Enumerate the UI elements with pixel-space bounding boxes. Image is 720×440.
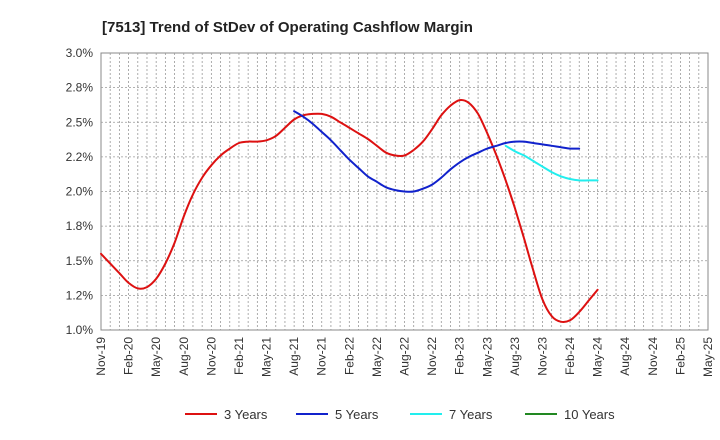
x-tick-label: Feb-23 [453,337,467,375]
chart-title: [7513] Trend of StDev of Operating Cashf… [102,19,473,36]
x-tick-label: May-20 [149,337,163,377]
x-tick-label: Nov-21 [315,337,329,376]
y-tick-label: 1.0% [66,323,94,337]
x-tick-label: Nov-19 [94,337,108,376]
x-tick-label: Nov-22 [425,337,439,376]
series-line-7-years [504,144,599,182]
x-tick-label: Aug-20 [177,337,191,376]
legend-label-7-years: 7 Years [449,407,493,422]
y-tick-label: 1.5% [66,254,94,268]
x-tick-label: Nov-24 [646,337,660,376]
x-tick-label: May-21 [260,337,274,377]
y-tick-label: 2.5% [66,115,94,129]
legend: 3 Years 5 Years 7 Years 10 Years [185,407,615,422]
x-tick-label: May-23 [480,337,494,377]
x-tick-label: Nov-23 [535,337,549,376]
x-tick-label: Aug-22 [398,337,412,376]
x-tick-label: Aug-24 [618,337,632,376]
x-tick-label: Aug-23 [508,337,522,376]
series-line-3-years [100,98,599,324]
x-tick-label: May-25 [701,337,715,377]
y-tick-label: 2.8% [66,81,94,95]
x-tick-label: Nov-20 [204,337,218,376]
x-axis: Nov-19 Feb-20 May-20 Aug-20 Nov-20 Feb-21 May-… [94,337,715,377]
x-tick-label: Feb-22 [342,337,356,375]
y-axis: 1.0% 1.2% 1.5% 1.8% 2.0% 2.2% 2.5% 2.8% 3.0% [66,46,94,337]
y-tick-label: 1.2% [66,288,94,302]
x-tick-label: Feb-21 [232,337,246,375]
legend-label-5-years: 5 Years [335,407,379,422]
series-lines [100,98,599,324]
x-tick-label: Aug-21 [287,337,301,376]
legend-label-10-years: 10 Years [564,407,615,422]
y-tick-label: 2.0% [66,185,94,199]
legend-label-3-years: 3 Years [224,407,268,422]
x-tick-label: May-24 [591,337,605,377]
x-tick-label: Feb-25 [673,337,687,375]
y-tick-label: 3.0% [66,46,94,60]
y-tick-label: 1.8% [66,219,94,233]
x-tick-label: May-22 [370,337,384,377]
x-tick-label: Feb-24 [563,337,577,375]
series-line-5-years [293,110,581,193]
y-tick-label: 2.2% [66,150,94,164]
x-tick-label: Feb-20 [122,337,136,375]
